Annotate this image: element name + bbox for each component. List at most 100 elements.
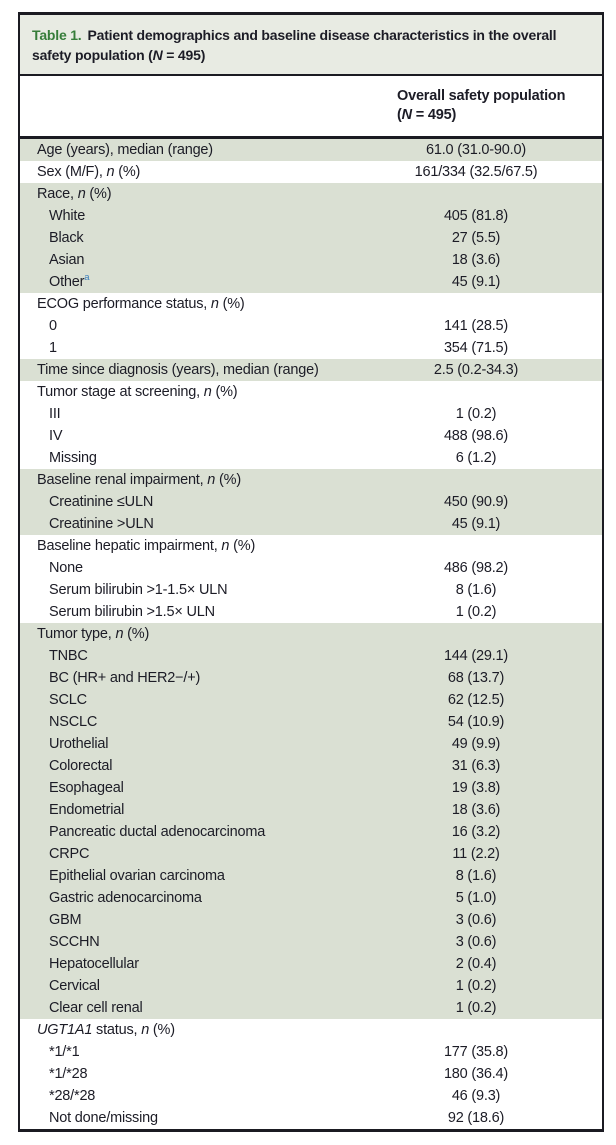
row-label: Tumor stage at screening, n (%) bbox=[37, 384, 238, 400]
row-value: 8 (1.6) bbox=[455, 868, 497, 884]
table-row: Age (years), median (range) 61.0 (31.0-90… bbox=[20, 139, 602, 161]
table-frame: Table 1. Patient demographics and baselin… bbox=[18, 12, 604, 1132]
row-value bbox=[350, 183, 602, 205]
row-label: ECOG performance status, n (%) bbox=[37, 296, 245, 312]
row-value: 62 (12.5) bbox=[447, 692, 505, 708]
row-label: Missing bbox=[49, 450, 97, 466]
table-body: Age (years), median (range) 61.0 (31.0-90… bbox=[20, 139, 602, 1129]
row-label: Hepatocellular bbox=[49, 956, 139, 972]
table-row: CRPC 11 (2.2) bbox=[20, 843, 602, 865]
table-row: Cervical 1 (0.2) bbox=[20, 975, 602, 997]
row-value: 46 (9.3) bbox=[451, 1088, 501, 1104]
table-row: Pancreatic ductal adenocarcinoma 16 (3.2) bbox=[20, 821, 602, 843]
row-label: Tumor type, n (%) bbox=[37, 626, 150, 642]
table-row: Not done/missing 92 (18.6) bbox=[20, 1107, 602, 1129]
row-label: Cervical bbox=[49, 978, 100, 994]
table-row: BC (HR+ and HER2−/+) 68 (13.7) bbox=[20, 667, 602, 689]
row-label: IV bbox=[49, 428, 63, 444]
row-value: 92 (18.6) bbox=[447, 1110, 505, 1126]
row-label: White bbox=[49, 208, 86, 224]
table-row: *1/*1 177 (35.8) bbox=[20, 1041, 602, 1063]
row-value: 180 (36.4) bbox=[443, 1066, 509, 1082]
table-row: SCLC 62 (12.5) bbox=[20, 689, 602, 711]
row-label: Clear cell renal bbox=[49, 1000, 143, 1016]
table-row: Black 27 (5.5) bbox=[20, 227, 602, 249]
table-title-n: N bbox=[152, 47, 163, 63]
row-label: TNBC bbox=[49, 648, 88, 664]
row-value: 1 (0.2) bbox=[455, 604, 497, 620]
row-value: 1 (0.2) bbox=[455, 1000, 497, 1016]
table-row: Creatinine >ULN 45 (9.1) bbox=[20, 513, 602, 535]
table-row: 1 354 (71.5) bbox=[20, 337, 602, 359]
row-label: CRPC bbox=[49, 846, 90, 862]
table-row: Esophageal 19 (3.8) bbox=[20, 777, 602, 799]
table-row: Colorectal 31 (6.3) bbox=[20, 755, 602, 777]
row-value: 45 (9.1) bbox=[451, 516, 501, 532]
row-value: 31 (6.3) bbox=[451, 758, 501, 774]
row-value bbox=[350, 535, 602, 557]
row-value: 450 (90.9) bbox=[443, 494, 509, 510]
table-row: Baseline renal impairment, n (%) bbox=[20, 469, 602, 491]
row-label: Sex (M/F), n (%) bbox=[37, 164, 141, 180]
row-value: 488 (98.6) bbox=[443, 428, 509, 444]
row-label: Race, n (%) bbox=[37, 186, 112, 202]
row-value bbox=[350, 623, 602, 645]
table-row: Othera 45 (9.1) bbox=[20, 271, 602, 293]
row-label: Pancreatic ductal adenocarcinoma bbox=[49, 824, 266, 840]
row-label: NSCLC bbox=[49, 714, 98, 730]
table-row: Clear cell renal 1 (0.2) bbox=[20, 997, 602, 1019]
table-row: 0 141 (28.5) bbox=[20, 315, 602, 337]
table-row: *28/*28 46 (9.3) bbox=[20, 1085, 602, 1107]
row-label: BC (HR+ and HER2−/+) bbox=[49, 670, 201, 686]
table-row: Missing 6 (1.2) bbox=[20, 447, 602, 469]
table-row: Creatinine ≤ULN 450 (90.9) bbox=[20, 491, 602, 513]
table-row: Endometrial 18 (3.6) bbox=[20, 799, 602, 821]
row-label: None bbox=[49, 560, 83, 576]
row-label: Time since diagnosis (years), median (ra… bbox=[37, 362, 319, 378]
table-row: IV 488 (98.6) bbox=[20, 425, 602, 447]
row-label: Serum bilirubin >1.5× ULN bbox=[49, 604, 215, 620]
row-label: Gastric adenocarcinoma bbox=[49, 890, 202, 906]
table-row: Tumor stage at screening, n (%) bbox=[20, 381, 602, 403]
table-row: NSCLC 54 (10.9) bbox=[20, 711, 602, 733]
table-row: Gastric adenocarcinoma 5 (1.0) bbox=[20, 887, 602, 909]
column-header-line2: (N = 495) bbox=[397, 107, 457, 123]
row-value: 61.0 (31.0-90.0) bbox=[426, 142, 526, 158]
row-value: 49 (9.9) bbox=[451, 736, 501, 752]
row-label: GBM bbox=[49, 912, 82, 928]
row-label: UGT1A1 status, n (%) bbox=[37, 1022, 175, 1038]
table-row: Hepatocellular 2 (0.4) bbox=[20, 953, 602, 975]
row-value: 68 (13.7) bbox=[447, 670, 505, 686]
column-header: Overall safety population (N = 495) bbox=[20, 76, 602, 139]
table-title: Table 1. Patient demographics and baselin… bbox=[20, 15, 602, 76]
row-label: Serum bilirubin >1-1.5× ULN bbox=[49, 582, 228, 598]
row-label: Black bbox=[49, 230, 84, 246]
table-row: Serum bilirubin >1.5× ULN 1 (0.2) bbox=[20, 601, 602, 623]
row-value: 161/334 (32.5/67.5) bbox=[414, 164, 538, 180]
table-row: SCCHN 3 (0.6) bbox=[20, 931, 602, 953]
row-value: 19 (3.8) bbox=[451, 780, 501, 796]
row-value: 45 (9.1) bbox=[451, 274, 501, 290]
column-header-line1: Overall safety population bbox=[397, 88, 566, 104]
table-row: Epithelial ovarian carcinoma 8 (1.6) bbox=[20, 865, 602, 887]
table-row: UGT1A1 status, n (%) bbox=[20, 1019, 602, 1041]
row-value: 177 (35.8) bbox=[443, 1044, 509, 1060]
table-row: Baseline hepatic impairment, n (%) bbox=[20, 535, 602, 557]
table-row: *1/*28 180 (36.4) bbox=[20, 1063, 602, 1085]
row-value: 354 (71.5) bbox=[443, 340, 509, 356]
row-value bbox=[350, 1019, 602, 1041]
table-row: Tumor type, n (%) bbox=[20, 623, 602, 645]
table-row: Race, n (%) bbox=[20, 183, 602, 205]
table-row: Serum bilirubin >1-1.5× ULN 8 (1.6) bbox=[20, 579, 602, 601]
row-value: 2.5 (0.2-34.3) bbox=[433, 362, 519, 378]
row-value: 18 (3.6) bbox=[451, 252, 501, 268]
table-row: Urothelial 49 (9.9) bbox=[20, 733, 602, 755]
row-value: 3 (0.6) bbox=[455, 912, 497, 928]
table-row: TNBC 144 (29.1) bbox=[20, 645, 602, 667]
table-row: Time since diagnosis (years), median (ra… bbox=[20, 359, 602, 381]
row-label: Esophageal bbox=[49, 780, 124, 796]
row-label: Colorectal bbox=[49, 758, 113, 774]
footnote-marker: a bbox=[84, 272, 90, 284]
row-value: 144 (29.1) bbox=[443, 648, 509, 664]
table-row: III 1 (0.2) bbox=[20, 403, 602, 425]
